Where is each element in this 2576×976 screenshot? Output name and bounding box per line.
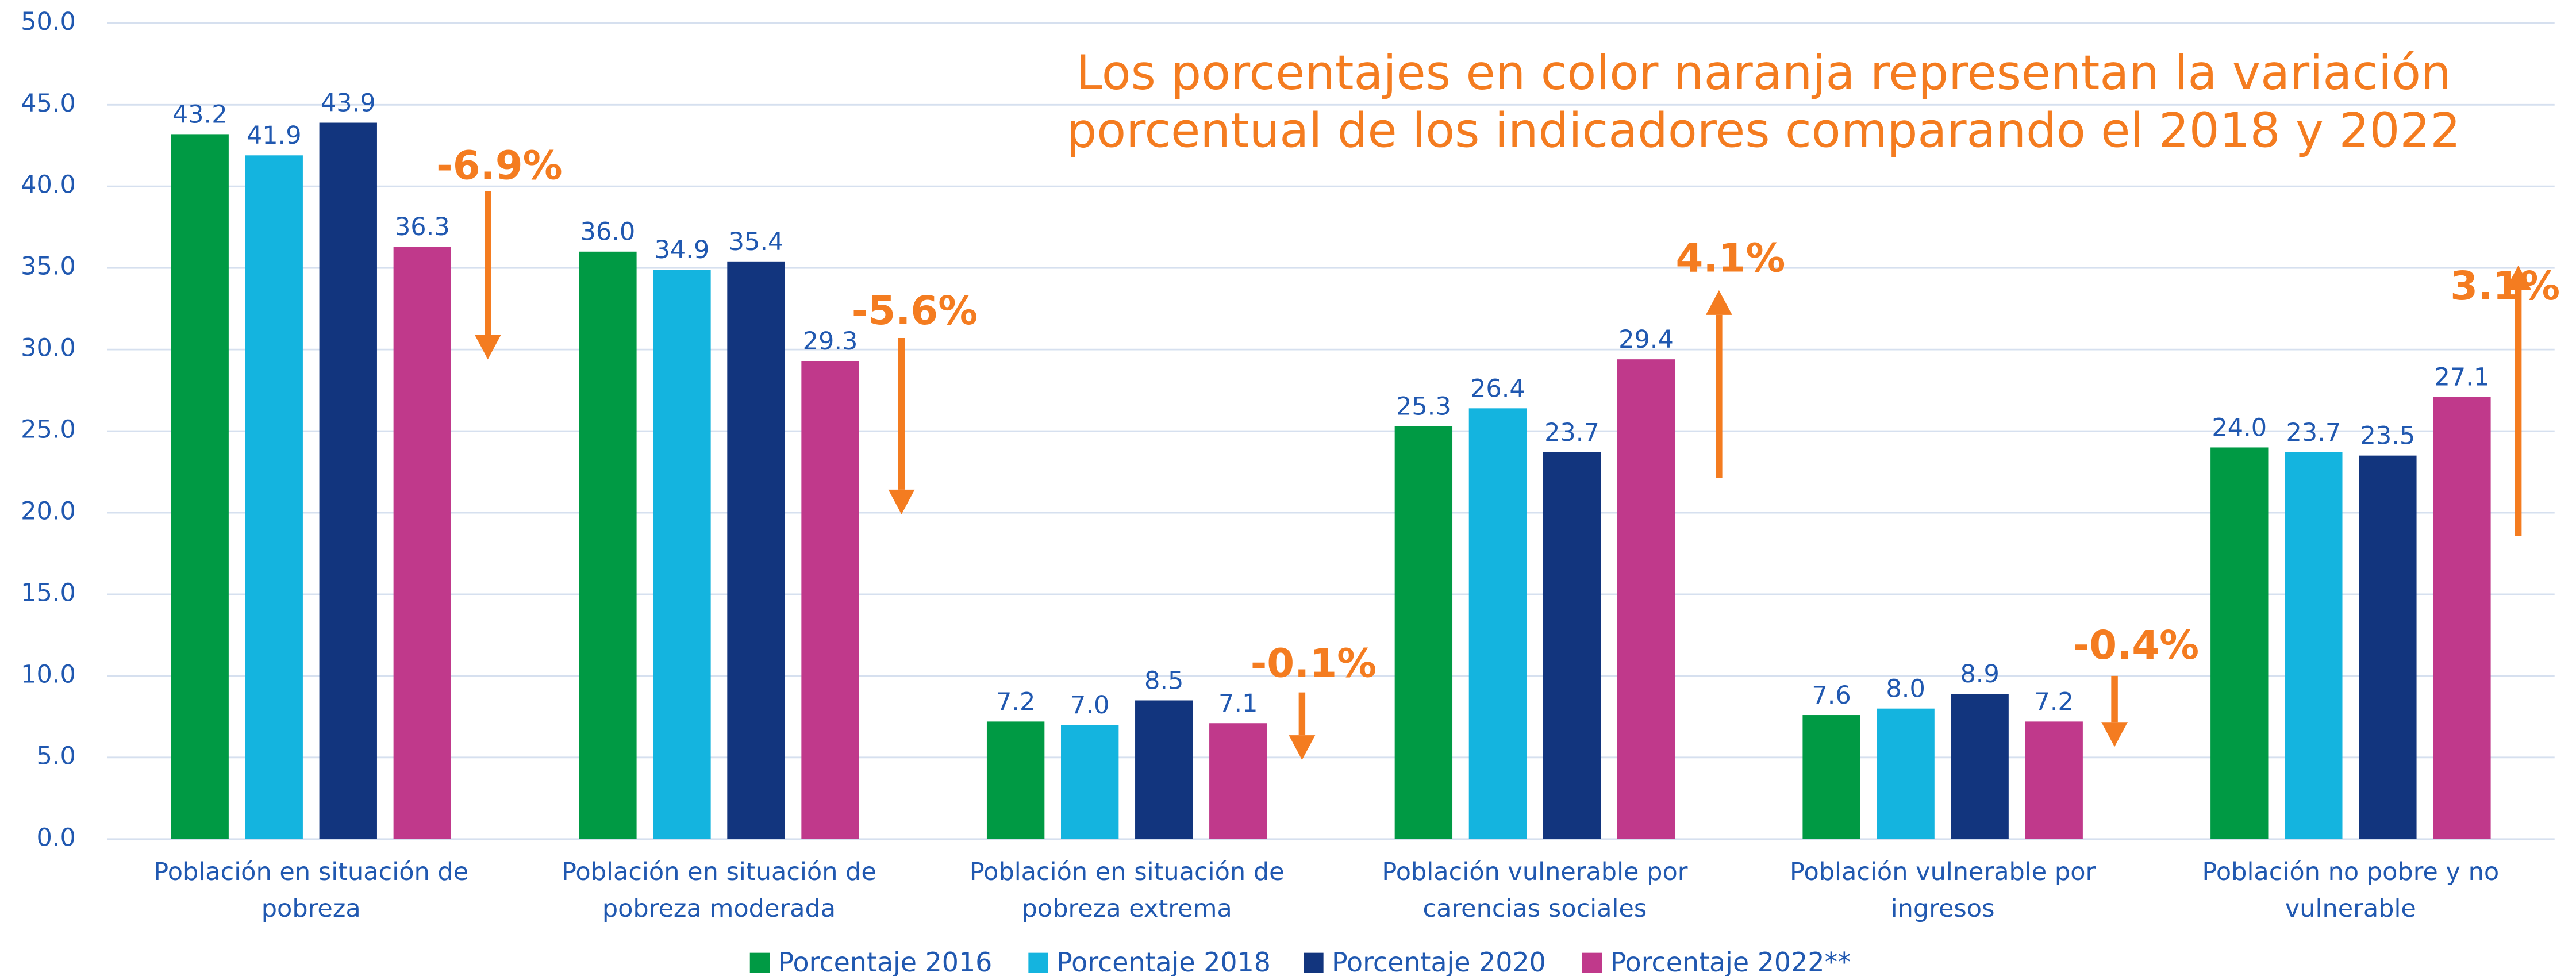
data-label: 35.4 [729,228,784,256]
bar [2433,397,2491,839]
legend-swatch [1304,952,1324,973]
bar [986,721,1045,839]
arrow-head [1289,735,1316,760]
bar [2210,447,2269,839]
data-label: 34.9 [655,236,710,264]
bar [1468,408,1527,839]
bar [1543,452,1601,839]
bar [245,155,303,839]
bar [1617,359,1675,839]
arrow-head [888,489,915,514]
x-tick-label: Población en situación de pobreza modera… [562,858,876,924]
bar [2025,721,2083,839]
data-label: 7.6 [1812,681,1851,710]
data-label: 8.5 [1144,666,1183,695]
arrow-head [2505,265,2532,290]
data-label: 43.9 [321,89,376,117]
legend-swatch [749,952,770,973]
data-label: 23.7 [2286,418,2341,447]
bar [2285,452,2343,839]
legend-swatch [1028,952,1048,973]
annotation: -0.4% [2073,623,2199,668]
legend-label: Porcentaje 2020 [1332,947,1546,976]
x-tick-label: Población vulnerable por carencias socia… [1382,858,1688,924]
x-tick-label: Población en situación de pobreza extrem… [969,858,1285,924]
data-label: 8.9 [1960,660,1999,689]
data-label: 27.1 [2435,363,2490,391]
y-tick-label: 15.0 [21,578,76,607]
legend-label: Porcentaje 2022** [1610,947,1851,976]
data-label: 36.3 [395,213,450,241]
y-tick-label: 5.0 [37,741,76,770]
bar [579,251,637,839]
y-tick-label: 0.0 [37,823,76,852]
arrow-head [2101,722,2128,747]
annotation: 4.1% [1676,235,1786,281]
y-tick-label: 25.0 [21,416,76,444]
y-tick-label: 35.0 [21,252,76,281]
y-tick-label: 30.0 [21,334,76,363]
bar [2359,455,2417,839]
bar [1877,708,1935,839]
legend-label: Porcentaje 2018 [1056,947,1271,976]
bar [1802,715,1860,839]
data-label: 7.2 [996,687,1035,716]
data-label: 29.4 [1618,325,1674,354]
legend-swatch [1582,952,1602,973]
y-tick-label: 20.0 [21,497,76,526]
data-label: 25.3 [1396,393,1451,421]
y-tick-label: 10.0 [21,660,76,689]
data-label: 36.0 [580,218,636,247]
bar [1951,694,2009,839]
data-label: 26.4 [1470,374,1525,403]
bar [171,134,229,839]
bar [1135,700,1193,839]
arrow-head [1705,290,1732,315]
annotation: 3.1% [2450,263,2560,309]
bar [727,261,785,839]
bar [801,360,859,839]
x-tick-label: Población vulnerable por ingresos [1790,858,2096,924]
data-label: 23.5 [2360,422,2416,451]
data-label: 23.7 [1544,418,1600,447]
data-label: 29.3 [803,327,858,356]
bar [1060,725,1119,839]
data-label: 7.0 [1070,691,1109,720]
data-label: 7.1 [1218,689,1258,718]
bar [1394,426,1453,839]
note: Los porcentajes en color naranja represe… [1076,45,2451,101]
y-tick-label: 45.0 [21,89,76,118]
legend-label: Porcentaje 2016 [778,947,992,976]
bar [1209,723,1267,839]
data-label: 43.2 [172,100,228,129]
annotation: -6.9% [436,143,562,189]
data-label: 41.9 [247,121,302,150]
x-tick-label: Población en situación de pobreza [153,858,469,924]
bar [393,247,451,839]
x-tick-label: Población no pobre y no vulnerable [2202,858,2500,924]
y-tick-label: 50.0 [21,7,76,36]
annotation: -5.6% [852,288,978,334]
arrow-head [474,335,501,360]
data-label: 24.0 [2212,413,2267,442]
data-label: 7.2 [2035,687,2074,716]
bar [653,270,711,839]
bar [319,122,377,839]
y-tick-label: 40.0 [21,171,76,199]
data-label: 8.0 [1886,675,1925,704]
annotation: -0.1% [1251,641,1377,687]
note: porcentual de los indicadores comparando… [1066,102,2460,158]
